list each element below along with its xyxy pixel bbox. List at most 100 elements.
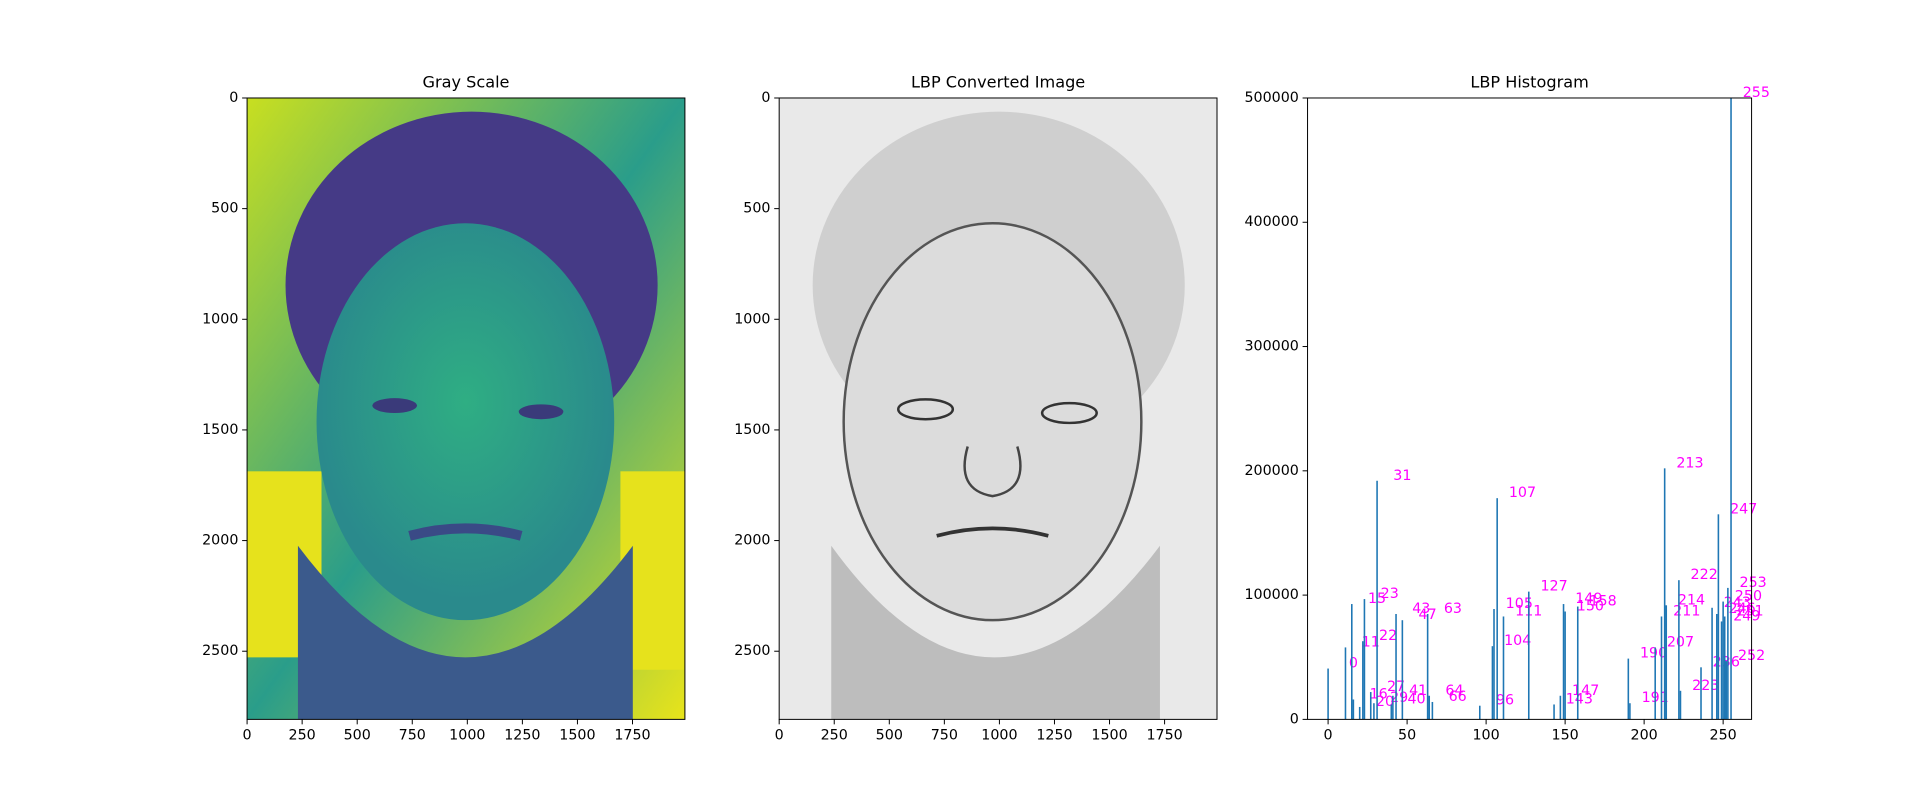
x-tick-label: 1250	[1036, 728, 1072, 744]
bar-label: 66	[1449, 689, 1467, 705]
bar	[1723, 616, 1726, 720]
x-tick-label: 100	[1473, 728, 1500, 744]
bar	[1428, 695, 1431, 720]
axes-frame	[1307, 97, 1753, 720]
x-tick-label: 50	[1398, 728, 1416, 744]
y-tick-label: 400000	[1244, 214, 1298, 230]
bar-label: 149	[1575, 591, 1602, 607]
bar	[1369, 692, 1372, 720]
bar-label: 213	[1676, 455, 1703, 471]
y-tick-label: 0	[1290, 711, 1299, 727]
bar	[1660, 616, 1663, 720]
bar-label: 64	[1445, 683, 1463, 699]
bar-label: 41	[1409, 683, 1427, 699]
y-tick-label: 1500	[734, 422, 770, 438]
bar	[1730, 97, 1732, 720]
chart-title: Gray Scale	[423, 73, 510, 92]
bar-label: 127	[1540, 579, 1567, 595]
bar	[1700, 667, 1702, 720]
bar	[1390, 704, 1393, 720]
bar	[1373, 703, 1375, 720]
axes-frame	[246, 97, 686, 720]
x-tick-label: 0	[243, 728, 252, 744]
bar-label: 43	[1412, 601, 1430, 617]
x-tick-label: 0	[775, 728, 784, 744]
bar	[1711, 607, 1713, 720]
bar-label: 143	[1566, 692, 1593, 708]
bar	[1431, 701, 1434, 720]
x-tick-label: 250	[1710, 728, 1737, 744]
bar	[1358, 706, 1361, 720]
bar	[1527, 591, 1530, 720]
bar	[1502, 616, 1505, 720]
bar-label: 246	[1728, 601, 1755, 617]
x-tick-label: 500	[876, 728, 903, 744]
x-tick-label: 1250	[504, 728, 540, 744]
bar	[1722, 601, 1724, 720]
bar-label: 0	[1349, 656, 1358, 672]
x-tick-label: 1000	[449, 728, 485, 744]
bar-label: 249	[1733, 608, 1760, 624]
x-tick-label: 250	[289, 728, 316, 744]
y-tick-label: 500	[743, 201, 770, 217]
bar	[1363, 599, 1366, 720]
bar-label: 251	[1736, 604, 1763, 620]
bar-label: 250	[1735, 589, 1762, 605]
bar	[1496, 498, 1498, 720]
bar-label: 20	[1376, 694, 1394, 710]
bar	[1663, 468, 1666, 720]
x-tick-label: 1750	[614, 728, 650, 744]
bar	[1493, 609, 1495, 720]
x-tick-label: 750	[399, 728, 426, 744]
y-tick-label: 1500	[202, 422, 238, 438]
bar-label: 190	[1640, 646, 1667, 662]
y-tick-label: 1000	[734, 311, 770, 327]
bar-label: 207	[1667, 634, 1694, 650]
y-tick-label: 300000	[1244, 339, 1298, 355]
bar-label: 214	[1678, 592, 1705, 608]
bar-label: 11	[1362, 634, 1380, 650]
y-tick-label: 500	[211, 201, 238, 217]
bar	[1576, 606, 1579, 720]
bar-label: 40	[1408, 692, 1426, 708]
bar	[1401, 620, 1404, 720]
bar	[1720, 621, 1723, 720]
x-tick-label: 1750	[1146, 728, 1182, 744]
bar-label: 247	[1730, 501, 1757, 517]
bar	[1559, 695, 1562, 720]
bar-label: 150	[1577, 599, 1604, 615]
bar	[1553, 704, 1555, 720]
y-tick-label: 200000	[1244, 463, 1298, 479]
bar	[1392, 695, 1394, 720]
bar	[1351, 604, 1353, 720]
y-tick-label: 1000	[202, 311, 238, 327]
x-tick-label: 1000	[981, 728, 1017, 744]
x-tick-label: 1500	[1091, 728, 1127, 744]
bar	[1344, 647, 1347, 720]
bar-label: 104	[1504, 633, 1531, 649]
y-tick-label: 0	[761, 90, 770, 106]
bar-label: 255	[1743, 85, 1770, 101]
y-tick-label: 500000	[1244, 90, 1298, 106]
bar-label: 29	[1390, 690, 1408, 706]
bar	[1352, 699, 1355, 720]
gray-scale-image	[247, 97, 685, 720]
chart-title: LBP Histogram	[1470, 73, 1588, 92]
x-tick-label: 150	[1552, 728, 1579, 744]
bar	[1491, 646, 1494, 720]
bar	[1665, 605, 1668, 720]
bar-label: 107	[1509, 485, 1536, 501]
x-tick-label: 750	[931, 728, 958, 744]
bar	[1727, 587, 1729, 720]
bar	[1426, 613, 1429, 720]
bar	[1562, 604, 1565, 720]
bar	[1376, 480, 1378, 720]
bar-label: 31	[1393, 468, 1411, 484]
y-tick-label: 2000	[202, 533, 238, 549]
x-tick-label: 250	[821, 728, 848, 744]
bar-label: 16	[1370, 687, 1388, 703]
bar-label: 211	[1673, 604, 1700, 620]
bar	[1654, 647, 1656, 720]
